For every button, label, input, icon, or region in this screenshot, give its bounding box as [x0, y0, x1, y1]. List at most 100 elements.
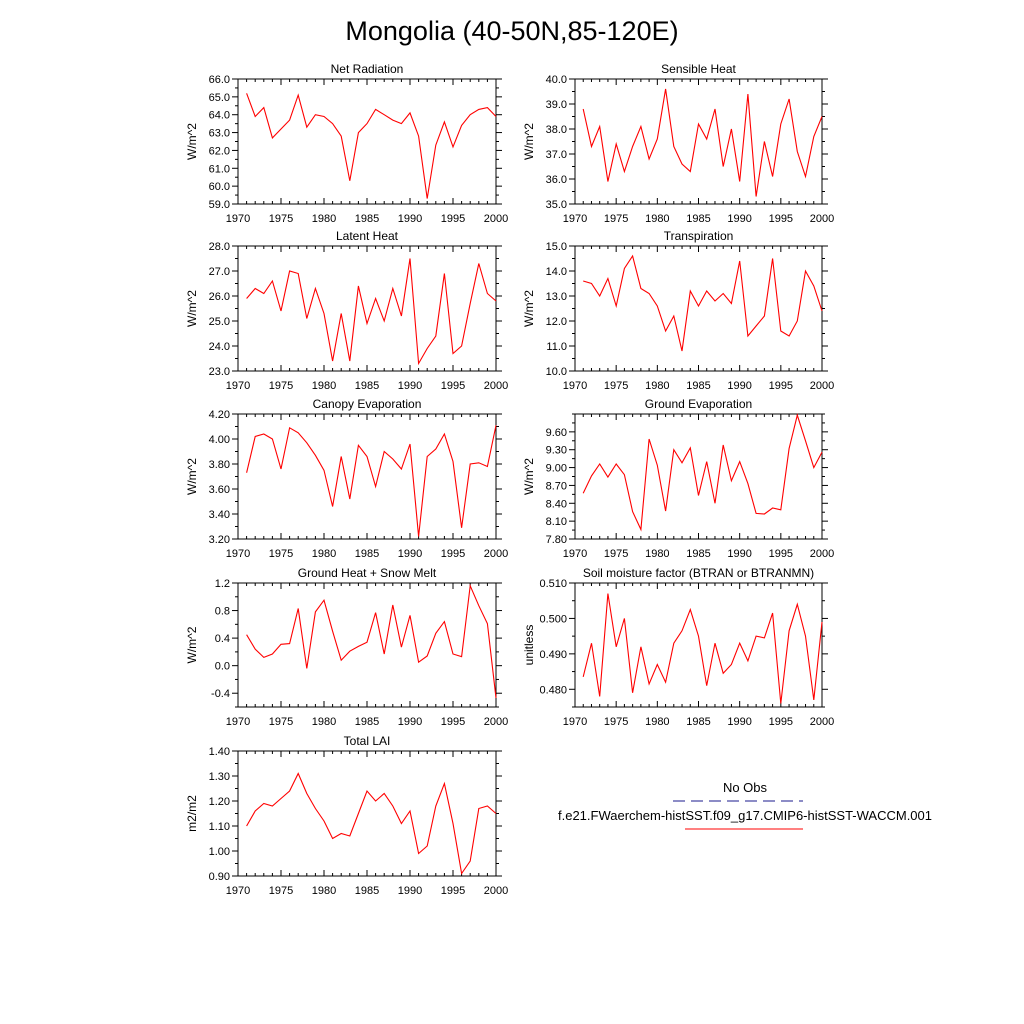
y-tick-label: 3.80	[209, 459, 230, 471]
y-tick-label: 61.0	[209, 163, 230, 175]
y-tick-label: 10.0	[546, 366, 567, 378]
y-tick-label: 59.0	[209, 199, 230, 211]
x-tick-label: 1970	[226, 213, 250, 225]
x-tick-label: 1975	[269, 380, 293, 392]
x-tick-label: 1995	[769, 380, 793, 392]
y-tick-label: 0.0	[215, 661, 230, 673]
y-tick-label: 1.40	[209, 746, 230, 758]
x-tick-label: 1970	[226, 885, 250, 897]
series-line	[583, 254, 823, 352]
y-tick-label: 8.40	[546, 498, 567, 510]
y-axis-label: W/m^2	[185, 290, 199, 327]
legend-obs-label: No Obs	[723, 780, 768, 795]
series-line	[582, 88, 823, 197]
plot-frame	[237, 245, 497, 372]
x-tick-label: 1975	[604, 716, 628, 728]
y-tick-label: 15.0	[546, 241, 567, 253]
y-axis-label: unitless	[522, 625, 536, 666]
x-tick-label: 1985	[355, 716, 379, 728]
x-tick-label: 1995	[441, 716, 465, 728]
x-tick-label: 1985	[355, 213, 379, 225]
legend: No Obs f.e21.FWaerchem-histSST.f09_g17.C…	[558, 780, 932, 830]
x-tick-label: 1995	[769, 548, 793, 560]
y-tick-label: 0.90	[209, 871, 230, 883]
y-tick-label: 40.0	[546, 74, 567, 86]
y-tick-label: 63.0	[209, 128, 230, 140]
panel: Canopy Evaporation W/m^2 1970 1975 1980 1985 1…	[185, 397, 508, 560]
x-tick-label: 2000	[484, 548, 508, 560]
x-tick-label: 1975	[604, 213, 628, 225]
y-tick-label: -0.4	[211, 688, 230, 700]
series-line	[246, 583, 497, 699]
y-tick-label: 66.0	[209, 74, 230, 86]
x-tick-label: 1995	[441, 380, 465, 392]
plot-frame	[574, 78, 823, 205]
x-tick-label: 1980	[312, 548, 336, 560]
x-tick-label: 1990	[398, 885, 422, 897]
y-axis-label: W/m^2	[522, 290, 536, 327]
series-line	[246, 258, 497, 366]
y-tick-label: 9.00	[546, 463, 567, 475]
legend-model-label: f.e21.FWaerchem-histSST.f09_g17.CMIP6-hi…	[558, 808, 932, 823]
plot-frame	[237, 413, 497, 540]
y-tick-label: 3.60	[209, 484, 230, 496]
x-tick-label: 2000	[810, 716, 834, 728]
panels: Net Radiation W/m^2 1970 1975 1980 1985 1990 19…	[185, 62, 834, 897]
x-tick-label: 1990	[727, 380, 751, 392]
series-line	[582, 593, 823, 704]
panel: Net Radiation W/m^2 1970 1975 1980 1985 1990 19…	[185, 62, 508, 225]
x-tick-label: 1980	[312, 380, 336, 392]
x-tick-label: 1970	[226, 548, 250, 560]
plot-frame	[237, 78, 497, 205]
x-tick-label: 1985	[355, 885, 379, 897]
y-tick-label: 3.40	[209, 509, 230, 521]
x-tick-label: 1990	[727, 548, 751, 560]
y-tick-label: 0.480	[539, 684, 567, 696]
y-axis-label: W/m^2	[522, 458, 536, 495]
y-tick-label: 37.0	[546, 149, 567, 161]
x-tick-label: 1980	[312, 885, 336, 897]
panel: Total LAI m2/m2 1970 1975 1980 1985 1990 1995 20…	[185, 734, 508, 897]
x-tick-label: 2000	[810, 213, 834, 225]
y-tick-label: 13.0	[546, 291, 567, 303]
x-tick-label: 2000	[810, 380, 834, 392]
y-tick-label: 62.0	[209, 145, 230, 157]
x-tick-label: 1970	[226, 716, 250, 728]
y-tick-label: 12.0	[546, 316, 567, 328]
x-tick-label: 1970	[563, 380, 587, 392]
y-tick-label: 64.0	[209, 110, 230, 122]
plot-frame	[574, 582, 823, 708]
x-tick-label: 2000	[484, 716, 508, 728]
x-tick-label: 1975	[604, 380, 628, 392]
panel: Soil moisture factor (BTRAN or BTRANMN) u…	[522, 566, 834, 728]
x-tick-label: 1970	[563, 548, 587, 560]
series-line	[582, 413, 823, 532]
x-tick-label: 1970	[226, 380, 250, 392]
x-tick-label: 1975	[269, 716, 293, 728]
y-tick-label: 0.8	[215, 606, 230, 618]
x-tick-label: 1995	[769, 716, 793, 728]
x-tick-label: 1980	[645, 380, 669, 392]
panel: Latent Heat W/m^2 1970 1975 1980 1985 1990 1995…	[185, 229, 508, 392]
x-tick-label: 1995	[441, 213, 465, 225]
panel: Transpiration W/m^2 1970 1975 1980 1985 1990 19…	[522, 229, 834, 392]
panel: Ground Evaporation W/m^2 1970 1975 1980 1985 1…	[522, 397, 834, 560]
x-tick-label: 1975	[269, 213, 293, 225]
x-tick-label: 2000	[484, 885, 508, 897]
y-tick-label: 1.10	[209, 821, 230, 833]
x-tick-label: 1980	[645, 716, 669, 728]
x-tick-label: 1990	[398, 548, 422, 560]
y-tick-label: 27.0	[209, 266, 230, 278]
panel-title: Net Radiation	[331, 62, 404, 76]
y-tick-label: 1.20	[209, 796, 230, 808]
y-tick-label: 0.4	[215, 633, 230, 645]
y-axis-label: W/m^2	[522, 123, 536, 160]
x-tick-label: 1970	[563, 213, 587, 225]
panel: Ground Heat + Snow Melt W/m^2 1970 1975 1980…	[185, 566, 508, 728]
x-tick-label: 1985	[686, 213, 710, 225]
y-tick-label: 8.70	[546, 480, 567, 492]
y-tick-label: 39.0	[546, 99, 567, 111]
x-tick-label: 1990	[398, 380, 422, 392]
plot-frame	[237, 750, 497, 877]
